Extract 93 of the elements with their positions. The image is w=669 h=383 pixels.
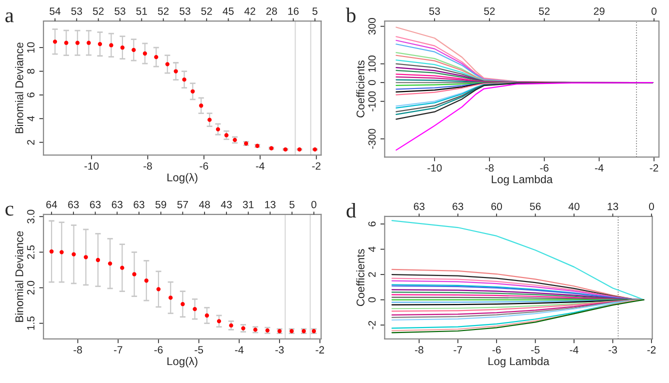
x-axis-title: Log(λ) [167,357,198,368]
x-tick-label: -5 [531,346,540,354]
text: 63 [452,202,464,210]
text: 0 [649,202,654,210]
text: 52 [484,7,495,15]
x-tick-label: -3 [608,346,617,354]
y-tick-label: -300 [368,128,376,149]
x-axis-title: Log Lambda [488,357,550,368]
chart-title: d [346,202,356,218]
y-tick-label: 2 [368,272,376,277]
x-tick-label: -4 [570,346,578,354]
text: 40 [568,202,580,210]
text: 13 [608,202,618,210]
text: 59 [155,200,166,208]
x-tick-label: -4 [256,162,264,170]
x-tick-label: -10 [84,162,99,170]
y-axis-title: Binomial Deviance [15,231,24,322]
chart-title: b [346,8,356,22]
text: 53 [429,7,440,15]
y-tick-label: 3.0 [27,210,34,224]
y-tick-label: 6 [368,222,376,226]
text: 13 [265,200,276,208]
x-tick-label: -2 [650,164,658,172]
text: 29 [594,7,604,15]
x-tick-label: -10 [428,164,442,172]
y-tick-label: 4 [368,246,376,252]
x-tick-label: -8 [485,164,494,172]
x-tick-label: -4 [235,346,244,354]
y-tick-label: 0 [368,297,376,302]
chart-title: c [5,206,14,216]
x-tick-label: -8 [144,162,152,170]
text: 0 [652,7,657,15]
text: 45 [222,8,234,15]
y-tick-label: 300 [368,18,376,35]
y-axis-title: Coefficients [356,249,364,306]
text: 53 [114,7,126,15]
text: 16 [288,7,299,15]
text: 57 [177,200,188,208]
text: 52 [201,7,212,15]
y-tick-label: 6 [27,92,34,98]
x-axis-title: Log(λ) [167,173,198,184]
x-tick-label: -6 [154,346,163,354]
text: 63 [112,200,122,208]
x-tick-label: -7 [454,346,462,354]
chart-title: a [5,12,14,22]
x-tick-label: -2 [647,346,656,354]
x-tick-label: -3 [275,346,284,354]
text: 43 [220,200,232,208]
y-tick-label: 8 [27,68,34,74]
text: 63 [90,200,101,208]
text: 51 [136,8,147,15]
text: 42 [244,7,256,15]
x-tick-label: -6 [200,162,208,170]
text: 5 [290,200,294,208]
text: 64 [46,200,58,208]
y-tick-label: -2 [368,320,376,330]
x-tick-label: -5 [194,346,204,354]
text: 52 [158,7,169,15]
x-tick-label: -7 [114,346,122,354]
x-tick-label: -2 [312,162,320,170]
text: 31 [242,200,254,208]
x-tick-label: -6 [492,346,501,354]
x-tick-label: -8 [74,346,82,354]
text: 53 [71,7,82,15]
text: 53 [180,7,190,15]
x-tick-label: -4 [595,164,604,172]
text: 63 [414,202,424,210]
y-tick-label: 10 [27,42,34,53]
text: 63 [68,200,79,208]
text: 52 [92,7,104,15]
y-tick-label: 2 [27,140,34,145]
y-axis-title: Binomial Deviance [15,42,24,134]
text: 48 [199,200,210,208]
text: 60 [491,202,502,210]
text: 63 [134,200,144,208]
y-tick-label: -100 [368,91,376,112]
y-tick-label: 4 [27,116,34,122]
y-axis-title: Coefficients [356,60,364,118]
y-tick-label: 2.5 [27,245,34,259]
y-tick-label: 100 [368,56,376,72]
text: 0 [311,200,316,208]
text: 28 [266,7,277,15]
x-tick-label: -8 [414,346,424,354]
y-tick-label: 0 [368,80,376,86]
text: 56 [530,202,541,210]
x-axis-title: Log Lambda [492,175,553,186]
text: 5 [312,8,318,15]
text: 52 [538,7,550,15]
x-tick-label: -6 [540,164,548,172]
y-tick-label: 2.0 [27,280,34,294]
y-tick-label: 1.5 [27,316,34,330]
text: 54 [50,8,60,15]
x-tick-label: -2 [316,346,324,354]
